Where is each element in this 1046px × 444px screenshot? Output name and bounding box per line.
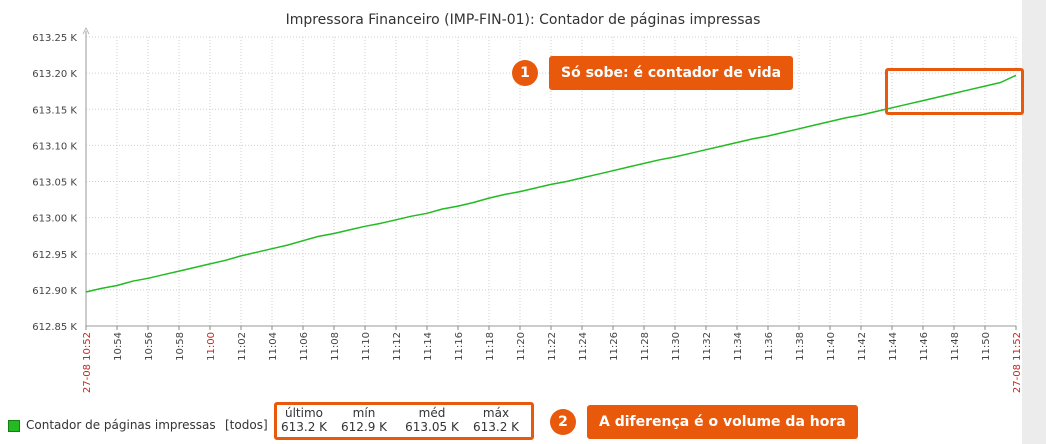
- x-tick-label: 11:34: [733, 332, 744, 361]
- highlight-box-recent: [885, 68, 1024, 115]
- y-tick-label: 613.10 K: [32, 141, 77, 152]
- x-tick-label: 11:06: [299, 332, 310, 361]
- x-tick-label: 10:54: [113, 332, 124, 361]
- x-tick-label: 11:16: [454, 332, 465, 361]
- x-tick-label: 11:48: [950, 332, 961, 361]
- y-tick-label: 612.95 K: [32, 250, 77, 261]
- y-axis-arrow: [82, 26, 90, 35]
- legend-series-name: Contador de páginas impressas: [26, 418, 216, 432]
- x-tick-label: 11:44: [888, 332, 899, 361]
- legend-swatch: [8, 420, 20, 432]
- chart-title: Impressora Financeiro (IMP-FIN-01): Cont…: [286, 12, 761, 28]
- x-tick-label: 11:28: [640, 332, 651, 361]
- x-tick-label: 11:24: [578, 332, 589, 361]
- y-axis-ticks: 613.25 K 613.20 K 613.15 K 613.10 K 613.05 K…: [32, 33, 77, 333]
- callout-2-badge: 2: [550, 409, 576, 435]
- x-tick-label: 11:42: [857, 332, 868, 361]
- callout-2-label: A diferença é o volume da hora: [587, 405, 858, 439]
- x-tick-label: 11:08: [330, 332, 341, 361]
- legend-stats: último mín méd máx 613.2 K 612.9 K 613.0…: [276, 404, 532, 440]
- stat-value-avg: 613.05 K: [405, 420, 459, 434]
- x-tick-label: 11:40: [826, 332, 837, 361]
- y-tick-label: 613.15 K: [32, 105, 77, 116]
- x-tick-label: 11:14: [423, 332, 434, 361]
- y-tick-label: 613.20 K: [32, 69, 77, 80]
- x-axis-ticks: 27-08 10:52 10:54 10:56 10:58 11:00 11:02 11:0…: [82, 332, 1023, 393]
- y-tick-label: 613.25 K: [32, 33, 77, 44]
- x-tick-label: 27-08 11:52: [1012, 332, 1023, 393]
- x-tick-label: 10:56: [144, 332, 155, 361]
- x-tick-label: 11:36: [764, 332, 775, 361]
- stat-header-max: máx: [482, 406, 510, 420]
- stat-header-avg: méd: [418, 406, 446, 420]
- x-tick-label: 11:00: [206, 332, 217, 361]
- stat-value-last: 613.2 K: [280, 420, 328, 434]
- x-tick-label: 11:30: [671, 332, 682, 361]
- x-tick-label: 11:32: [702, 332, 713, 361]
- stat-value-max: 613.2 K: [472, 420, 520, 434]
- y-tick-label: 612.90 K: [32, 286, 77, 297]
- x-tick-label: 27-08 10:52: [82, 332, 93, 393]
- x-tick-label: 11:04: [268, 332, 279, 361]
- x-tick-label: 11:46: [919, 332, 930, 361]
- legend-scope: [todos]: [225, 418, 268, 432]
- stat-value-min: 612.9 K: [340, 420, 388, 434]
- x-tick-label: 11:26: [609, 332, 620, 361]
- axes: [82, 26, 1017, 330]
- x-tick-label: 11:02: [237, 332, 248, 361]
- x-tick-label: 11:50: [981, 332, 992, 361]
- stat-header-last: último: [284, 406, 323, 420]
- stat-header-min: mín: [352, 406, 376, 420]
- x-tick-label: 11:38: [795, 332, 806, 361]
- y-tick-label: 613.05 K: [32, 178, 77, 189]
- y-tick-label: 612.85 K: [32, 322, 77, 333]
- x-tick-label: 11:10: [361, 332, 372, 361]
- callout-1-badge: 1: [512, 60, 538, 86]
- callout-1-label: Só sobe: é contador de vida: [549, 56, 794, 90]
- series-line: [85, 74, 1017, 293]
- x-tick-label: 11:22: [547, 332, 558, 361]
- x-tick-label: 11:20: [516, 332, 527, 361]
- x-tick-label: 11:18: [485, 332, 496, 361]
- series: [85, 74, 1017, 293]
- y-tick-label: 613.00 K: [32, 214, 77, 225]
- highlight-box-stats: [274, 402, 534, 440]
- right-panel-edge: [1022, 0, 1046, 444]
- x-tick-label: 11:12: [392, 332, 403, 361]
- x-tick-label: 10:58: [175, 332, 186, 361]
